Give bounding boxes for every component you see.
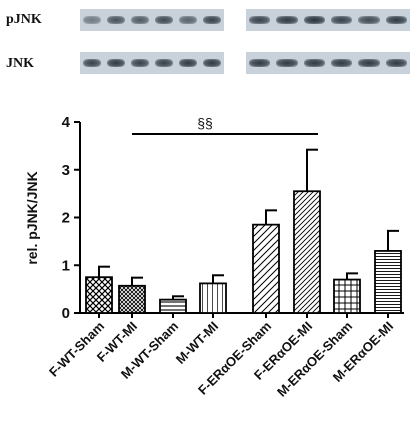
blot-band [331, 59, 353, 67]
significance-marker: §§ [197, 115, 213, 131]
blot-band [155, 59, 173, 67]
blot-band [83, 59, 101, 67]
blot-band [331, 16, 353, 24]
blot-band [203, 16, 221, 24]
blot-band [249, 59, 271, 67]
blot-band [249, 16, 271, 24]
blot-band [179, 16, 197, 24]
blot-band [131, 59, 149, 67]
blot-band [276, 59, 298, 67]
bar [159, 298, 187, 314]
x-category-label: M-ERαOE-Sham [274, 319, 355, 400]
y-axis-label: rel. pJNK/JNK [24, 171, 40, 264]
blot-band [276, 16, 298, 24]
blot-band [358, 16, 380, 24]
y-tick-label: 2 [62, 210, 70, 227]
y-tick-label: 4 [62, 114, 71, 131]
blot-label-jnk: JNK [6, 56, 34, 71]
bar [118, 284, 146, 314]
blot-band [303, 59, 325, 67]
blot-strip [246, 9, 410, 31]
bar [85, 276, 113, 314]
bar [199, 282, 227, 314]
blot-band [203, 59, 221, 67]
blot-band [131, 16, 149, 24]
y-tick-label: 1 [62, 257, 70, 274]
blot-band [107, 59, 125, 67]
x-category-label: M-WT-MI [173, 319, 221, 367]
blot-band [303, 16, 325, 24]
blot-band [83, 16, 101, 24]
bar [333, 278, 361, 314]
blot-band [385, 16, 407, 24]
bar [252, 223, 280, 314]
blot-strip [80, 9, 224, 31]
blot-label-pjnk: pJNK [6, 12, 42, 27]
blot-band [385, 59, 407, 67]
bar [293, 190, 321, 314]
blot-band [155, 16, 173, 24]
y-tick-label: 0 [62, 305, 70, 322]
bar [374, 250, 402, 314]
blot-strip [246, 52, 410, 74]
blot-band [179, 59, 197, 67]
western-blot-panel: pJNK JNK [0, 0, 414, 92]
y-tick-label: 3 [62, 162, 70, 179]
blot-strip [80, 52, 224, 74]
blot-band [107, 16, 125, 24]
blot-band [358, 59, 380, 67]
